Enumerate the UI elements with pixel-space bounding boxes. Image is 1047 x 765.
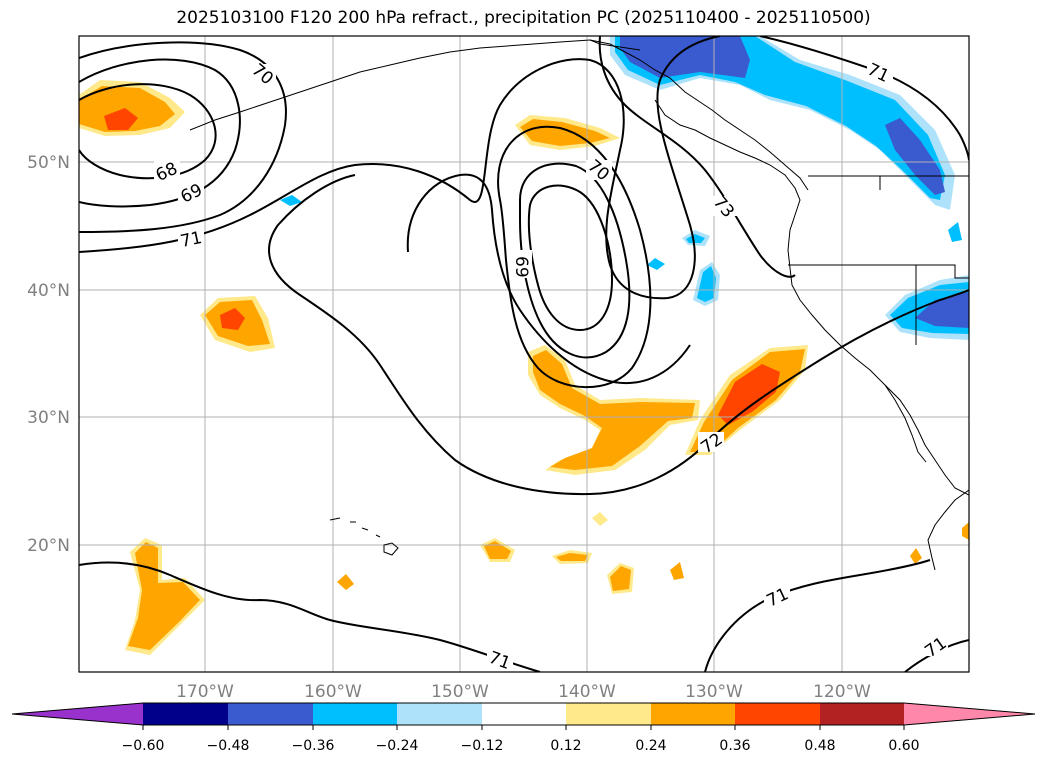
contour-69-inner [527, 184, 614, 332]
negative-anomaly-small-cells [280, 195, 962, 306]
mexico-coast [927, 489, 969, 571]
negative-anomaly-inland-west [885, 275, 969, 340]
colorbar-bin-1 [143, 703, 228, 725]
lat-label-30n: 30°N [27, 408, 70, 428]
lon-label-140w: 140°W [558, 682, 616, 702]
longitude-labels: 170°W 160°W 150°W 140°W 130°W 120°W [176, 682, 871, 702]
colorbar-tick-label: 0.36 [719, 738, 750, 754]
coastlines [189, 39, 969, 571]
lon-label-160w: 160°W [304, 682, 362, 702]
colorbar-extend-low [12, 703, 143, 725]
colorbar-bin-2 [228, 703, 313, 725]
aleutian-chain [189, 39, 591, 131]
refractivity-contours [79, 36, 969, 672]
contour-68 [79, 83, 217, 180]
contour-label-71-west: 71 [179, 228, 204, 252]
colorbar-tick-label: −0.12 [461, 738, 504, 754]
positive-anomaly-west-pacific [79, 80, 185, 136]
hawaii-islands [329, 517, 399, 556]
contour-70-center [497, 125, 652, 389]
state-borders [788, 176, 969, 345]
colorbar-tick-label: 0.48 [804, 738, 835, 754]
colorbar-bin-8 [735, 703, 820, 725]
precipitation-shading [79, 36, 969, 655]
colorbar-ticks [142, 725, 905, 730]
contour-71-loop [406, 173, 691, 385]
map-panel: 70 68 69 71 70 69 73 71 72 71 71 71 [79, 36, 969, 672]
positive-anomaly-170w [200, 296, 275, 352]
map-frame [78, 35, 970, 673]
negative-anomaly-pacific-northwest [610, 36, 955, 210]
colorbar-tick-label: −0.24 [376, 738, 419, 754]
positive-anomaly-baja [910, 522, 969, 564]
colorbar-tick-label: −0.36 [292, 738, 335, 754]
colorbar-tick-label: 0.12 [550, 738, 581, 754]
us-west-coast [787, 214, 969, 496]
colorbar: −0.60 −0.48 −0.36 −0.24 −0.12 0.12 0.24 … [11, 702, 1036, 754]
colorbar-bin-6 [566, 703, 651, 725]
colorbar-tick-label: −0.60 [122, 738, 165, 754]
positive-anomaly-subtropical-band [528, 345, 700, 475]
contour-71-main [79, 36, 721, 300]
contour-70-west [79, 41, 287, 233]
contour-71-south-east [704, 559, 931, 672]
baja-peninsula [884, 384, 927, 463]
lat-label-20n: 20°N [27, 536, 70, 556]
colorbar-extend-high [904, 703, 1035, 725]
lat-label-40n: 40°N [27, 281, 70, 301]
lon-label-130w: 130°W [685, 682, 743, 702]
bc-coast [654, 99, 801, 216]
contour-73 [598, 36, 796, 278]
colorbar-tick-label: 0.60 [888, 738, 919, 754]
lat-label-50n: 50°N [27, 153, 70, 173]
contour-69-west [79, 58, 241, 208]
map-title: 2025103100 F120 200 hPa refract., precip… [176, 8, 871, 28]
colorbar-bin-5 [482, 703, 566, 725]
lon-label-150w: 150°W [431, 682, 489, 702]
contour-71-south [79, 561, 541, 672]
latitude-labels: 50°N 40°N 30°N 20°N [27, 153, 70, 556]
colorbar-bin-9 [820, 703, 904, 725]
contour-72 [268, 174, 969, 496]
colorbar-bin-4 [397, 703, 482, 725]
colorbar-bin-3 [313, 703, 397, 725]
lon-label-120w: 120°W [813, 682, 871, 702]
alaska-coast [589, 39, 809, 191]
contour-71-nw-right [759, 36, 969, 161]
lon-label-170w: 170°W [176, 682, 234, 702]
contour-label-69-center: 69 [511, 256, 531, 278]
colorbar-tick-label: −0.48 [207, 738, 250, 754]
colorbar-bin-7 [651, 703, 735, 725]
colorbar-tick-label: 0.24 [635, 738, 666, 754]
positive-anomaly-off-california [685, 345, 808, 455]
contour-69-center [519, 162, 631, 359]
